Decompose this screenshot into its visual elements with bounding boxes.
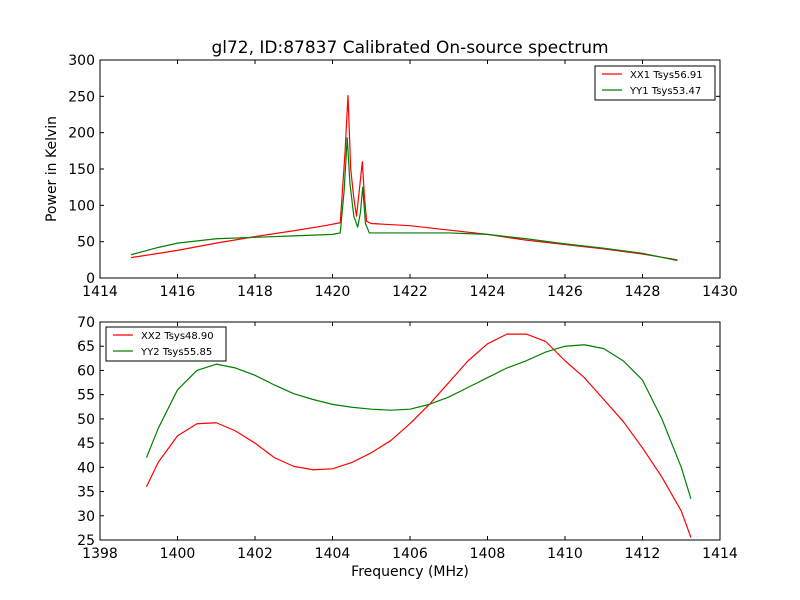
y-tick-label: 55 (77, 388, 95, 404)
top-plot-series (130, 95, 678, 262)
y-tick-label: 200 (68, 126, 95, 142)
y-tick-label: 70 (77, 315, 95, 331)
y-tick-label: 65 (77, 339, 95, 355)
x-tick-label: 1428 (625, 284, 661, 300)
x-tick-label: 1406 (392, 546, 428, 562)
series-line-xx1 (130, 95, 678, 261)
bottom-plot-series (145, 333, 692, 538)
top-legend-label-yy1: YY1 Tsys53.47 (629, 86, 701, 97)
x-tick-label: 1416 (160, 284, 196, 300)
y-tick-label: 25 (77, 533, 95, 549)
figure-title: gl72, ID:87837 Calibrated On-source spec… (211, 38, 608, 58)
x-tick-label: 1422 (392, 284, 428, 300)
x-tick-label: 1430 (702, 284, 738, 300)
x-tick-label: 1412 (625, 546, 661, 562)
x-tick-label: 1404 (315, 546, 351, 562)
y-tick-label: 60 (77, 363, 95, 379)
x-tick-label: 1426 (547, 284, 583, 300)
x-tick-label: 1414 (82, 284, 118, 300)
figure-xlabel: Frequency (MHz) (351, 564, 469, 580)
series-line-yy1 (130, 137, 678, 262)
bottom-legend-label-xx2: XX2 Tsys48.90 (141, 331, 214, 342)
x-tick-label: 1424 (470, 284, 506, 300)
bottom-plot-legend: XX2 Tsys48.90 YY2 Tsys55.85 (105, 326, 227, 362)
y-tick-label: 0 (86, 271, 95, 287)
bottom-legend-box (105, 326, 227, 362)
x-tick-label: 1418 (237, 284, 273, 300)
x-tick-label: 1398 (82, 546, 118, 562)
top-plot-ticks: 1414 1416 1418 1420 1422 1424 1426 1428 1430 0 50 1… (68, 53, 738, 300)
top-spectrum-plot: 1414 1416 1418 1420 1422 1424 1426 1428 1430 0 50 1… (44, 53, 738, 300)
y-tick-label: 150 (68, 162, 95, 178)
y-tick-label: 300 (68, 53, 95, 69)
y-tick-label: 35 (77, 485, 95, 501)
y-tick-label: 100 (68, 198, 95, 214)
top-legend-box (594, 65, 716, 101)
top-plot-ylabel: Power in Kelvin (44, 116, 60, 222)
x-tick-label: 1410 (547, 546, 583, 562)
series-line-xx2 (145, 333, 692, 538)
y-tick-label: 30 (77, 509, 95, 525)
y-tick-label: 40 (77, 460, 95, 476)
x-tick-label: 1408 (470, 546, 506, 562)
x-tick-label: 1400 (160, 546, 196, 562)
series-line-yy2 (145, 344, 692, 499)
x-tick-label: 1402 (237, 546, 273, 562)
top-plot-legend: XX1 Tsys56.91 YY1 Tsys53.47 (594, 65, 716, 101)
top-legend-label-xx1: XX1 Tsys56.91 (630, 70, 703, 81)
y-tick-label: 50 (77, 235, 95, 251)
y-tick-label: 45 (77, 436, 95, 452)
y-tick-label: 50 (77, 412, 95, 428)
bottom-legend-label-yy2: YY2 Tsys55.85 (140, 347, 212, 358)
y-tick-label: 250 (68, 89, 95, 105)
bottom-spectrum-plot: 1398 1400 1402 1404 1406 1408 1410 1412 1414 25 30… (77, 315, 738, 580)
x-tick-label: 1420 (315, 284, 351, 300)
x-tick-label: 1414 (702, 546, 738, 562)
bottom-plot-ticks: 1398 1400 1402 1404 1406 1408 1410 1412 1414 25 30… (77, 315, 738, 562)
